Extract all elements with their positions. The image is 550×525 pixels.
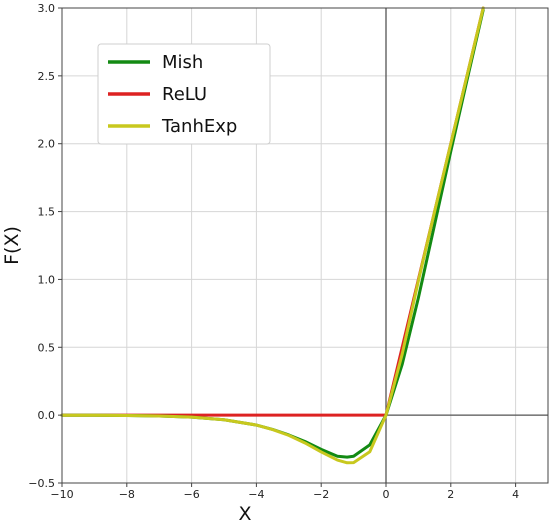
legend-label-tanhexp: TanhExp xyxy=(161,116,237,137)
x-tick-label: 4 xyxy=(512,488,519,501)
series-lines xyxy=(60,6,485,465)
y-tick-label: 1.0 xyxy=(38,273,56,286)
legend-label-mish: Mish xyxy=(162,52,203,73)
legend: Mish ReLU TanhExp xyxy=(97,43,271,145)
y-axis-label: F(X) xyxy=(1,226,23,265)
x-tick-label: −4 xyxy=(248,488,264,501)
y-tick-label: −0.5 xyxy=(28,477,55,490)
plot-frame xyxy=(61,7,549,484)
y-tick-label: 2.0 xyxy=(38,138,56,151)
y-tick-label: 1.5 xyxy=(38,206,56,219)
x-axis-label: X xyxy=(238,503,251,525)
series-line-tanhexp xyxy=(60,6,485,465)
x-tick-label: −6 xyxy=(183,488,199,501)
x-tick-label: 0 xyxy=(383,488,390,501)
x-tick-label: −2 xyxy=(313,488,329,501)
legend-box xyxy=(97,43,271,145)
x-tick-label: 2 xyxy=(447,488,454,501)
legend-label-relu: ReLU xyxy=(162,84,207,105)
x-tick-label: −8 xyxy=(119,488,135,501)
y-tick-label: 0.5 xyxy=(38,341,56,354)
y-tick-label: 0.0 xyxy=(38,409,56,422)
y-tick-labels: −0.5 0.0 0.5 1.0 1.5 2.0 2.5 3.0 xyxy=(28,2,62,490)
x-tick-label: −10 xyxy=(50,488,73,501)
x-tick-labels: −10 −8 −6 −4 −2 0 2 4 xyxy=(50,483,519,501)
y-tick-label: 2.5 xyxy=(38,70,56,83)
y-tick-label: 3.0 xyxy=(38,2,56,15)
